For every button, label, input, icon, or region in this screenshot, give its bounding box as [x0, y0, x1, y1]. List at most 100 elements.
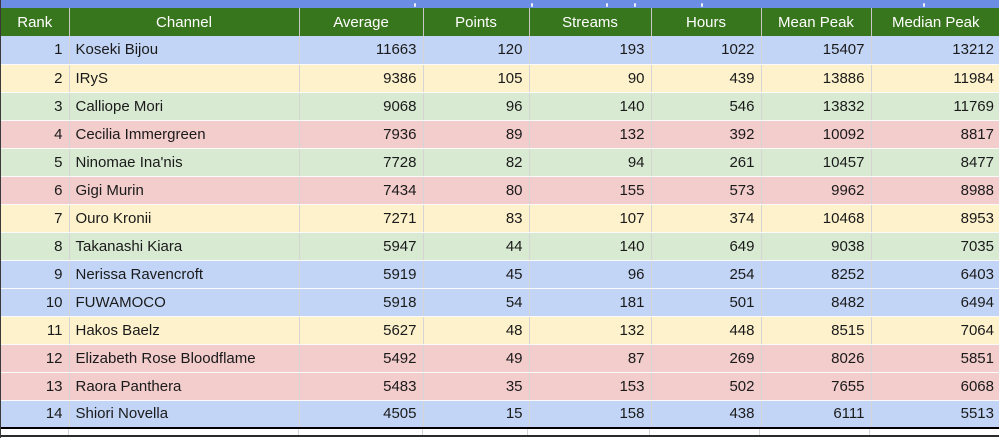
- cell-points[interactable]: 83: [423, 204, 530, 233]
- cell-hours[interactable]: 438: [651, 400, 762, 429]
- cell-median-peak[interactable]: 11984: [871, 64, 999, 93]
- column-header-channel[interactable]: Channel: [69, 8, 300, 36]
- cell-average[interactable]: 7936: [299, 120, 424, 149]
- cell-mean-peak[interactable]: 10457: [761, 148, 872, 177]
- cell-channel[interactable]: Raora Panthera: [69, 372, 300, 401]
- cell-points[interactable]: 89: [423, 120, 530, 149]
- cell-mean-peak[interactable]: 10468: [761, 204, 872, 233]
- column-header-median-peak[interactable]: Median Peak: [871, 8, 999, 36]
- column-header-hours[interactable]: Hours: [651, 8, 762, 36]
- cell-streams[interactable]: 153: [529, 372, 652, 401]
- cell-streams[interactable]: 155: [529, 176, 652, 205]
- cell-points[interactable]: 44: [423, 232, 530, 261]
- cell-median-peak[interactable]: 5851: [871, 344, 999, 373]
- cell-average[interactable]: 5947: [299, 232, 424, 261]
- cell-hours[interactable]: 374: [651, 204, 762, 233]
- cell-channel[interactable]: Koseki Bijou: [69, 36, 300, 65]
- cell-median-peak[interactable]: 6403: [871, 260, 999, 289]
- cell-channel[interactable]: Ninomae Ina'nis: [69, 148, 300, 177]
- column-header-streams[interactable]: Streams: [529, 8, 652, 36]
- cell-hours[interactable]: 269: [651, 344, 762, 373]
- cell-points[interactable]: 49: [423, 344, 530, 373]
- cell-streams[interactable]: 193: [529, 36, 652, 65]
- cell-median-peak[interactable]: 6494: [871, 288, 999, 317]
- cell-channel[interactable]: Nerissa Ravencroft: [69, 260, 300, 289]
- cell-channel[interactable]: Elizabeth Rose Bloodflame: [69, 344, 300, 373]
- cell-hours[interactable]: 573: [651, 176, 762, 205]
- cell-rank[interactable]: 1: [1, 36, 70, 65]
- cell-points[interactable]: 54: [423, 288, 530, 317]
- cell-mean-peak[interactable]: 13832: [761, 92, 872, 121]
- cell-median-peak[interactable]: 6068: [871, 372, 999, 401]
- cell-points[interactable]: 35: [423, 372, 530, 401]
- cell-median-peak[interactable]: 8477: [871, 148, 999, 177]
- cell-mean-peak[interactable]: 9962: [761, 176, 872, 205]
- cell-rank[interactable]: 10: [1, 288, 70, 317]
- column-header-points[interactable]: Points: [423, 8, 530, 36]
- cell-rank[interactable]: 8: [1, 232, 70, 261]
- cell-rank[interactable]: 6: [1, 176, 70, 205]
- cell-hours[interactable]: 448: [651, 316, 762, 345]
- cell-rank[interactable]: 2: [1, 64, 70, 93]
- cell-mean-peak[interactable]: 9038: [761, 232, 872, 261]
- cell-channel[interactable]: FUWAMOCO: [69, 288, 300, 317]
- cell-rank[interactable]: 14: [1, 400, 70, 429]
- cell-channel[interactable]: Takanashi Kiara: [69, 232, 300, 261]
- cell-median-peak[interactable]: 5513: [871, 400, 999, 429]
- cell-mean-peak[interactable]: 8026: [761, 344, 872, 373]
- cell-mean-peak[interactable]: 6111: [761, 400, 872, 429]
- cell-mean-peak[interactable]: 10092: [761, 120, 872, 149]
- cell-streams[interactable]: 90: [529, 64, 652, 93]
- cell-average[interactable]: 11663: [299, 36, 424, 65]
- cell-rank[interactable]: 4: [1, 120, 70, 149]
- cell-hours[interactable]: 261: [651, 148, 762, 177]
- cell-mean-peak[interactable]: 8252: [761, 260, 872, 289]
- cell-channel[interactable]: Calliope Mori: [69, 92, 300, 121]
- cell-mean-peak[interactable]: 13886: [761, 64, 872, 93]
- cell-mean-peak[interactable]: 8482: [761, 288, 872, 317]
- cell-average[interactable]: 4505: [299, 400, 424, 429]
- cell-points[interactable]: 120: [423, 36, 530, 65]
- cell-channel[interactable]: Shiori Novella: [69, 400, 300, 429]
- cell-hours[interactable]: 254: [651, 260, 762, 289]
- cell-average[interactable]: 5627: [299, 316, 424, 345]
- cell-average[interactable]: 7434: [299, 176, 424, 205]
- cell-streams[interactable]: 181: [529, 288, 652, 317]
- cell-average[interactable]: 9068: [299, 92, 424, 121]
- cell-streams[interactable]: 132: [529, 316, 652, 345]
- cell-channel[interactable]: Ouro Kronii: [69, 204, 300, 233]
- cell-average[interactable]: 5483: [299, 372, 424, 401]
- column-header-rank[interactable]: Rank: [1, 8, 70, 36]
- column-header-mean-peak[interactable]: Mean Peak: [761, 8, 872, 36]
- cell-rank[interactable]: 11: [1, 316, 70, 345]
- cell-average[interactable]: 7728: [299, 148, 424, 177]
- cell-average[interactable]: 5918: [299, 288, 424, 317]
- cell-hours[interactable]: 439: [651, 64, 762, 93]
- cell-hours[interactable]: 1022: [651, 36, 762, 65]
- cell-hours[interactable]: 546: [651, 92, 762, 121]
- cell-points[interactable]: 48: [423, 316, 530, 345]
- cell-streams[interactable]: 107: [529, 204, 652, 233]
- cell-streams[interactable]: 132: [529, 120, 652, 149]
- cell-streams[interactable]: 140: [529, 92, 652, 121]
- cell-median-peak[interactable]: 13212: [871, 36, 999, 65]
- cell-points[interactable]: 96: [423, 92, 530, 121]
- cell-mean-peak[interactable]: 7655: [761, 372, 872, 401]
- cell-rank[interactable]: 12: [1, 344, 70, 373]
- cell-channel[interactable]: Hakos Baelz: [69, 316, 300, 345]
- cell-points[interactable]: 82: [423, 148, 530, 177]
- cell-rank[interactable]: 13: [1, 372, 70, 401]
- cell-hours[interactable]: 649: [651, 232, 762, 261]
- cell-streams[interactable]: 87: [529, 344, 652, 373]
- column-header-average[interactable]: Average: [299, 8, 424, 36]
- cell-streams[interactable]: 140: [529, 232, 652, 261]
- cell-hours[interactable]: 501: [651, 288, 762, 317]
- cell-median-peak[interactable]: 7064: [871, 316, 999, 345]
- cell-average[interactable]: 5492: [299, 344, 424, 373]
- cell-median-peak[interactable]: 11769: [871, 92, 999, 121]
- cell-median-peak[interactable]: 8953: [871, 204, 999, 233]
- cell-points[interactable]: 15: [423, 400, 530, 429]
- cell-average[interactable]: 9386: [299, 64, 424, 93]
- cell-streams[interactable]: 94: [529, 148, 652, 177]
- cell-points[interactable]: 80: [423, 176, 530, 205]
